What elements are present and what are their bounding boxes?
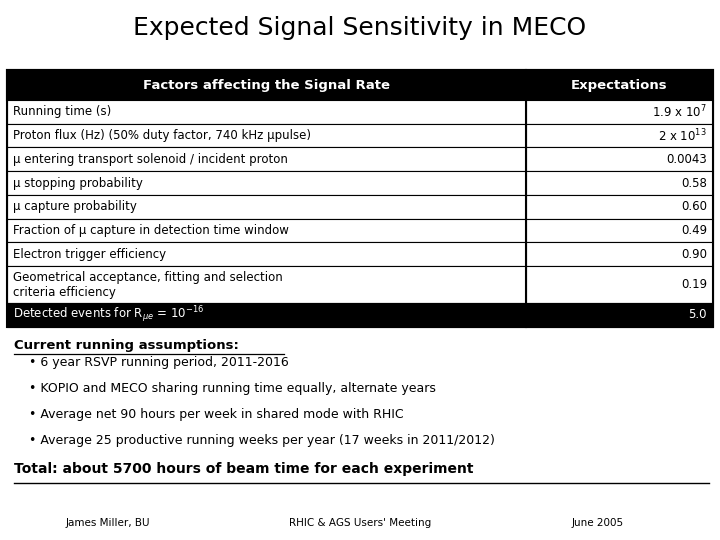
Text: • KOPIO and MECO sharing running time equally, alternate years: • KOPIO and MECO sharing running time eq… (29, 382, 436, 395)
Bar (526, 303, 713, 327)
Bar (526, 266, 713, 303)
Bar (7, 100, 526, 124)
Bar (526, 171, 713, 195)
Bar (526, 219, 713, 242)
Text: 0.90: 0.90 (681, 248, 707, 261)
Text: Geometrical acceptance, fitting and selection
criteria efficiency: Geometrical acceptance, fitting and sele… (13, 271, 283, 299)
Text: Detected events for R$_{\mu e}$ = 10$^{-16}$: Detected events for R$_{\mu e}$ = 10$^{-… (13, 305, 204, 325)
Bar (7, 303, 526, 327)
Bar (7, 195, 526, 219)
Text: Electron trigger efficiency: Electron trigger efficiency (13, 248, 166, 261)
Text: Total: about 5700 hours of beam time for each experiment: Total: about 5700 hours of beam time for… (14, 462, 474, 476)
Bar (526, 124, 713, 147)
Text: • 6 year RSVP running period, 2011-2016: • 6 year RSVP running period, 2011-2016 (29, 356, 289, 369)
Text: 0.19: 0.19 (681, 278, 707, 291)
Text: Running time (s): Running time (s) (13, 105, 111, 118)
Text: James Miller, BU: James Miller, BU (66, 518, 150, 528)
Bar (7, 219, 526, 242)
Text: RHIC & AGS Users' Meeting: RHIC & AGS Users' Meeting (289, 518, 431, 528)
Text: Current running assumptions:: Current running assumptions: (14, 339, 239, 352)
Text: 0.0043: 0.0043 (666, 153, 707, 166)
Text: Fraction of μ capture in detection time window: Fraction of μ capture in detection time … (13, 224, 289, 237)
Bar (526, 195, 713, 219)
Text: June 2005: June 2005 (572, 518, 624, 528)
Text: 5.0: 5.0 (688, 308, 707, 321)
Bar (7, 266, 526, 303)
Bar (526, 242, 713, 266)
Text: μ stopping probability: μ stopping probability (13, 177, 143, 190)
Text: 0.49: 0.49 (681, 224, 707, 237)
Text: Expectations: Expectations (571, 78, 667, 92)
Text: Proton flux (Hz) (50% duty factor, 740 kHz μpulse): Proton flux (Hz) (50% duty factor, 740 k… (13, 129, 311, 142)
Text: • Average net 90 hours per week in shared mode with RHIC: • Average net 90 hours per week in share… (29, 408, 403, 421)
Text: • Average 25 productive running weeks per year (17 weeks in 2011/2012): • Average 25 productive running weeks pe… (29, 434, 495, 447)
Bar (7, 242, 526, 266)
Bar (7, 70, 713, 100)
Text: 0.58: 0.58 (681, 177, 707, 190)
Bar (526, 100, 713, 124)
Text: Factors affecting the Signal Rate: Factors affecting the Signal Rate (143, 78, 390, 92)
Text: 1.9 x 10$^{7}$: 1.9 x 10$^{7}$ (652, 104, 707, 120)
Bar (7, 147, 526, 171)
Text: Expected Signal Sensitivity in MECO: Expected Signal Sensitivity in MECO (133, 16, 587, 40)
Text: 2 x 10$^{13}$: 2 x 10$^{13}$ (658, 127, 707, 144)
Bar (7, 171, 526, 195)
Bar (526, 147, 713, 171)
Text: μ capture probability: μ capture probability (13, 200, 137, 213)
Text: μ entering transport solenoid / incident proton: μ entering transport solenoid / incident… (13, 153, 288, 166)
Text: 0.60: 0.60 (681, 200, 707, 213)
Bar (7, 124, 526, 147)
Bar (7, 70, 713, 327)
